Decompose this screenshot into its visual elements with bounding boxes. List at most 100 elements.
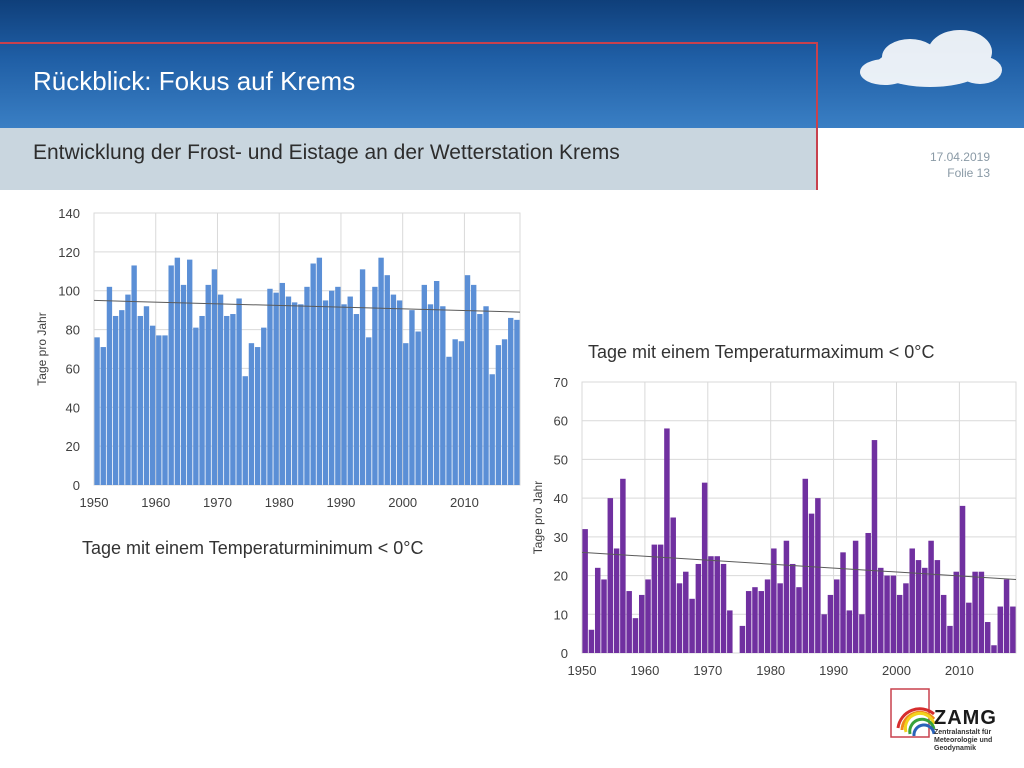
bar bbox=[254, 347, 261, 485]
frost-days-caption: Tage mit einem Temperaturminimum < 0°C bbox=[82, 538, 424, 558]
bar bbox=[483, 306, 489, 485]
bar bbox=[353, 314, 360, 485]
logo-subtitle-line3: Geodynamik bbox=[934, 745, 977, 752]
bar bbox=[403, 343, 409, 485]
y-tick-label: 60 bbox=[554, 414, 568, 429]
ice-days-chart: 0 10 20 30 40 50 60 70 1950 1960 1970 1980 1990 2000 2… bbox=[531, 375, 1017, 678]
bar bbox=[783, 540, 790, 653]
bar bbox=[501, 339, 508, 485]
bar bbox=[657, 544, 664, 653]
logo-subtitle-line2: Meteorologie und bbox=[934, 737, 993, 744]
bar bbox=[359, 269, 366, 485]
bar bbox=[446, 356, 452, 485]
zamg-logo-image bbox=[890, 688, 936, 738]
bar bbox=[174, 257, 181, 485]
bar bbox=[865, 532, 871, 653]
bar bbox=[884, 575, 890, 653]
x-tick-label: 2010 bbox=[450, 495, 479, 510]
bar bbox=[966, 602, 972, 653]
bar bbox=[815, 498, 821, 653]
bar bbox=[752, 587, 758, 653]
frost-days-chart: 0 20 40 60 80 100 120 140 1950 1960 1970 1980 1990 20… bbox=[35, 206, 521, 510]
bar bbox=[582, 529, 588, 653]
slide-title: Rückblick: Fokus auf Krems bbox=[33, 66, 356, 96]
bar bbox=[464, 275, 471, 485]
bar bbox=[267, 288, 273, 485]
bar bbox=[1003, 579, 1010, 653]
bar bbox=[953, 571, 959, 653]
trend-line bbox=[93, 299, 521, 313]
bar bbox=[168, 265, 174, 485]
bar bbox=[236, 298, 242, 485]
slide-meta: 17.04.2019 Folie 13 bbox=[930, 149, 990, 181]
bar bbox=[632, 618, 639, 653]
logo-name: ZAMG bbox=[934, 707, 997, 729]
x-tick-label: 1950 bbox=[80, 495, 109, 510]
bar bbox=[285, 296, 292, 485]
bar bbox=[458, 341, 465, 485]
bar bbox=[316, 257, 323, 485]
bar bbox=[396, 300, 403, 485]
y-tick-label: 100 bbox=[58, 284, 80, 299]
bar bbox=[433, 281, 440, 485]
x-tick-label: 1950 bbox=[568, 663, 597, 678]
bar bbox=[689, 598, 695, 653]
bar bbox=[322, 300, 329, 485]
x-tick-label: 1980 bbox=[265, 495, 294, 510]
bar bbox=[224, 315, 230, 485]
bar bbox=[415, 331, 421, 485]
bar bbox=[217, 294, 224, 485]
bar bbox=[193, 327, 199, 485]
bar bbox=[796, 587, 802, 653]
y-tick-label: 40 bbox=[66, 400, 80, 415]
bar bbox=[833, 579, 840, 653]
bar bbox=[100, 347, 106, 485]
bar bbox=[341, 304, 347, 485]
bar bbox=[131, 265, 137, 485]
x-tick-label: 1960 bbox=[630, 663, 659, 678]
bar bbox=[1010, 606, 1016, 653]
bar bbox=[871, 440, 878, 653]
bar bbox=[607, 498, 614, 653]
bar bbox=[261, 327, 267, 485]
x-tick-label: 1960 bbox=[141, 495, 170, 510]
bar bbox=[852, 540, 859, 653]
bar bbox=[291, 302, 298, 485]
bar bbox=[199, 315, 205, 485]
y-tick-label: 10 bbox=[554, 607, 568, 622]
bar bbox=[645, 579, 651, 653]
bar bbox=[390, 294, 397, 485]
bar bbox=[878, 567, 884, 653]
bar bbox=[329, 290, 335, 485]
bar bbox=[708, 556, 714, 653]
bar bbox=[947, 625, 953, 653]
bar bbox=[205, 284, 211, 485]
bar bbox=[149, 325, 156, 485]
bar bbox=[489, 374, 495, 485]
bar bbox=[890, 575, 897, 653]
bar bbox=[304, 286, 310, 485]
bar bbox=[978, 571, 985, 653]
bar bbox=[335, 286, 341, 485]
bar bbox=[594, 567, 601, 653]
bar bbox=[514, 319, 520, 485]
slide-subtitle: Entwicklung der Frost- und Eistage an de… bbox=[33, 141, 620, 164]
logo-subtitle: Zentralanstalt für Meteorologie und Geod… bbox=[934, 729, 1014, 753]
bar bbox=[620, 478, 626, 653]
title-frame bbox=[0, 42, 818, 128]
x-tick-label: 1990 bbox=[326, 495, 355, 510]
y-tick-label: 140 bbox=[58, 206, 80, 221]
bar bbox=[125, 294, 131, 485]
x-tick-label: 1990 bbox=[819, 663, 848, 678]
bar bbox=[739, 625, 746, 653]
bar bbox=[310, 263, 316, 485]
bar bbox=[242, 376, 248, 485]
bar bbox=[180, 284, 187, 485]
y-tick-label: 0 bbox=[73, 478, 80, 493]
bar bbox=[808, 513, 815, 653]
bar bbox=[745, 591, 752, 653]
bar bbox=[758, 591, 765, 653]
bar bbox=[378, 257, 384, 485]
y-tick-label: 20 bbox=[66, 439, 80, 454]
bar bbox=[827, 594, 834, 653]
